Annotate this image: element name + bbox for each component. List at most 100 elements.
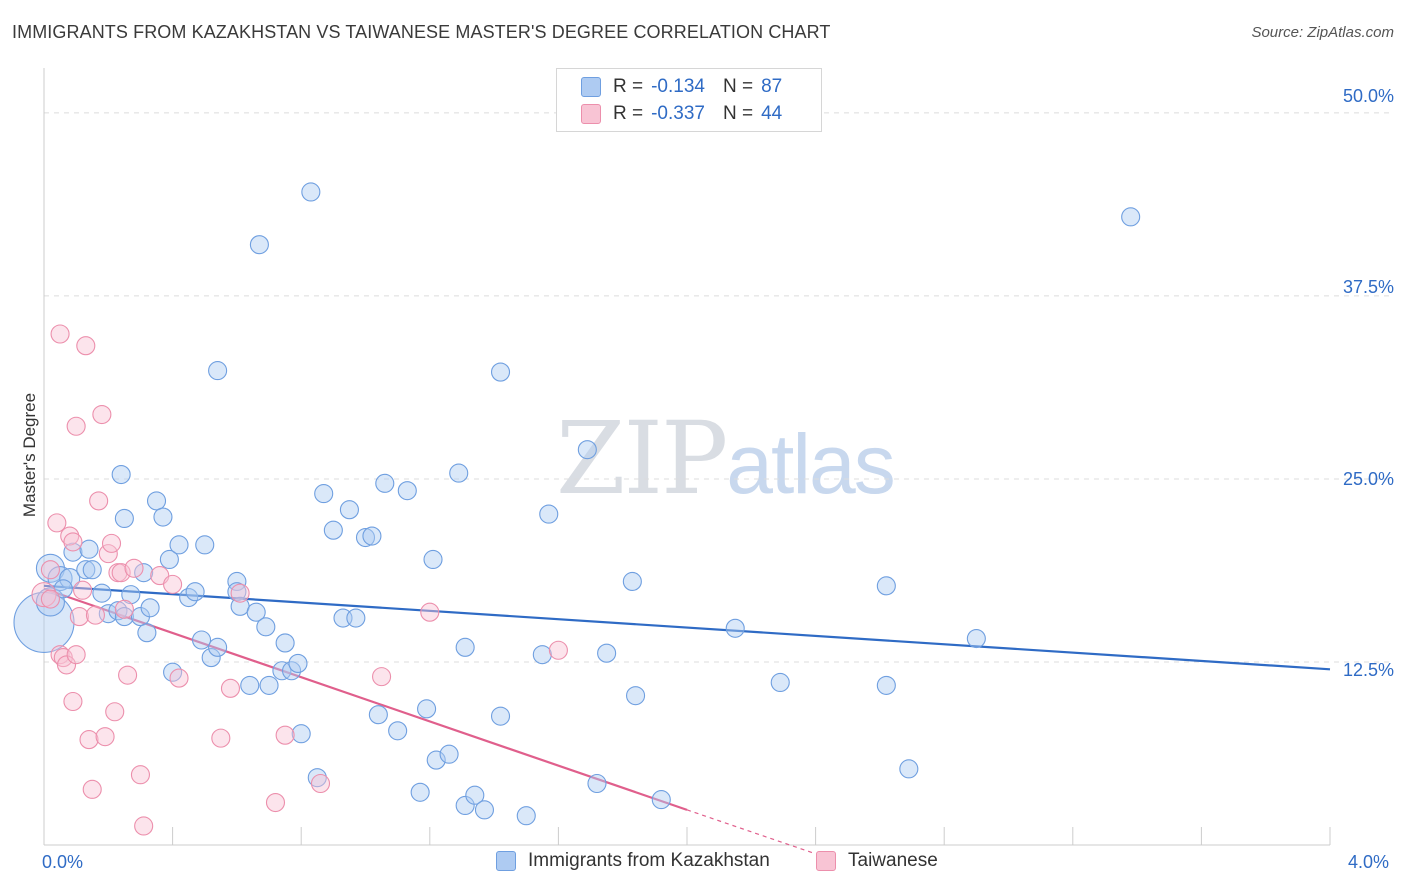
point-taiwanese	[40, 560, 60, 580]
point-taiwanese	[101, 533, 122, 553]
data-points	[13, 182, 1141, 836]
point-taiwanese	[265, 792, 286, 813]
point-taiwanese	[163, 574, 183, 594]
legend-item-kazakhstan[interactable]: Immigrants from Kazakhstan	[496, 850, 770, 872]
point-kazakhstan	[288, 653, 308, 673]
point-kazakhstan	[92, 583, 112, 603]
point-taiwanese	[98, 544, 118, 564]
point-kazakhstan	[490, 706, 511, 726]
point-kazakhstan	[314, 484, 334, 504]
point-kazakhstan	[275, 633, 295, 653]
point-taiwanese	[85, 605, 105, 625]
point-kazakhstan	[185, 582, 205, 602]
point-kazakhstan	[227, 571, 247, 591]
point-kazakhstan	[201, 648, 221, 668]
point-kazakhstan	[301, 182, 321, 202]
point-taiwanese	[82, 779, 102, 799]
point-taiwanese	[124, 558, 144, 578]
point-taiwanese	[372, 667, 392, 687]
point-taiwanese	[76, 336, 96, 356]
point-kazakhstan	[375, 473, 395, 493]
point-taiwanese	[95, 727, 115, 747]
point-taiwanese	[92, 404, 112, 425]
point-kazakhstan	[455, 637, 475, 657]
legend-n-label: N =	[722, 103, 754, 124]
point-kazakhstan	[291, 724, 311, 744]
point-kazakhstan	[362, 526, 382, 546]
trend-line-taiwanese	[43, 587, 688, 811]
point-kazakhstan	[355, 527, 376, 548]
point-kazakhstan	[59, 567, 81, 590]
point-kazakhstan	[532, 645, 552, 665]
point-kazakhstan	[516, 806, 536, 826]
trend-line-kazakhstan	[43, 584, 1331, 671]
point-kazakhstan	[323, 520, 343, 540]
point-kazakhstan	[256, 617, 276, 637]
point-taiwanese	[50, 324, 70, 344]
legend-n-value: 44	[761, 103, 783, 124]
point-taiwanese	[50, 645, 70, 665]
legend-row-kazakhstan: R = -0.134 N = 87	[581, 75, 782, 99]
point-taiwanese	[230, 583, 250, 603]
point-kazakhstan	[169, 535, 189, 555]
point-taiwanese	[73, 580, 93, 600]
point-kazakhstan	[439, 744, 459, 764]
point-taiwanese	[40, 589, 60, 609]
point-kazakhstan	[246, 602, 266, 622]
point-kazakhstan	[587, 773, 607, 794]
x-tick-label: 4.0%	[1348, 852, 1390, 872]
point-kazakhstan	[966, 628, 986, 649]
point-kazakhstan	[417, 699, 437, 719]
point-kazakhstan	[622, 571, 642, 591]
point-kazakhstan	[899, 759, 919, 779]
point-taiwanese	[79, 730, 99, 750]
point-kazakhstan	[76, 560, 96, 580]
point-taiwanese	[114, 599, 134, 619]
point-kazakhstan	[140, 598, 160, 618]
point-kazakhstan	[146, 491, 167, 511]
point-kazakhstan	[259, 675, 279, 695]
point-kazakhstan	[876, 576, 896, 596]
point-kazakhstan	[63, 542, 83, 562]
point-taiwanese	[220, 678, 241, 698]
legend-series-label: Taiwanese	[848, 850, 938, 871]
point-kazakhstan	[597, 643, 617, 663]
legend-n-value: 87	[761, 76, 783, 97]
point-kazakhstan	[577, 440, 597, 460]
point-kazakhstan	[137, 623, 157, 643]
point-kazakhstan	[455, 795, 475, 816]
point-taiwanese	[134, 816, 154, 836]
point-kazakhstan	[111, 465, 131, 485]
point-kazakhstan	[346, 608, 366, 628]
point-kazakhstan	[191, 630, 212, 650]
legend-swatch-pink	[581, 104, 601, 124]
point-kazakhstan	[539, 504, 559, 524]
trend-line-extension	[686, 809, 816, 855]
legend-r-value: -0.134	[651, 76, 705, 97]
legend-r-label: R =	[613, 76, 644, 97]
point-taiwanese	[310, 773, 331, 794]
point-kazakhstan	[114, 508, 134, 529]
legend-r-value: -0.337	[651, 103, 705, 124]
point-kazakhstan	[114, 607, 134, 627]
legend-swatch-blue	[496, 851, 516, 871]
legend-swatch-blue	[581, 77, 601, 97]
point-kazakhstan	[449, 463, 469, 483]
point-taiwanese	[66, 416, 86, 436]
point-kazakhstan	[134, 563, 154, 583]
point-kazakhstan	[626, 686, 646, 706]
point-taiwanese	[89, 491, 109, 511]
point-taiwanese	[63, 691, 83, 712]
watermark-atlas: atlas	[726, 417, 895, 511]
legend-item-taiwanese[interactable]: Taiwanese	[816, 850, 938, 872]
point-taiwanese	[275, 725, 295, 745]
point-kazakhstan	[1121, 207, 1141, 227]
point-taiwanese	[118, 665, 138, 685]
point-taiwanese	[47, 513, 67, 533]
chart-title: IMMIGRANTS FROM KAZAKHSTAN VS TAIWANESE …	[12, 22, 831, 42]
point-kazakhstan	[240, 675, 260, 695]
y-tick-label: 50.0%	[1342, 86, 1394, 106]
point-kazakhstan	[339, 500, 359, 520]
point-taiwanese	[169, 668, 189, 688]
point-kazakhstan	[770, 672, 790, 693]
